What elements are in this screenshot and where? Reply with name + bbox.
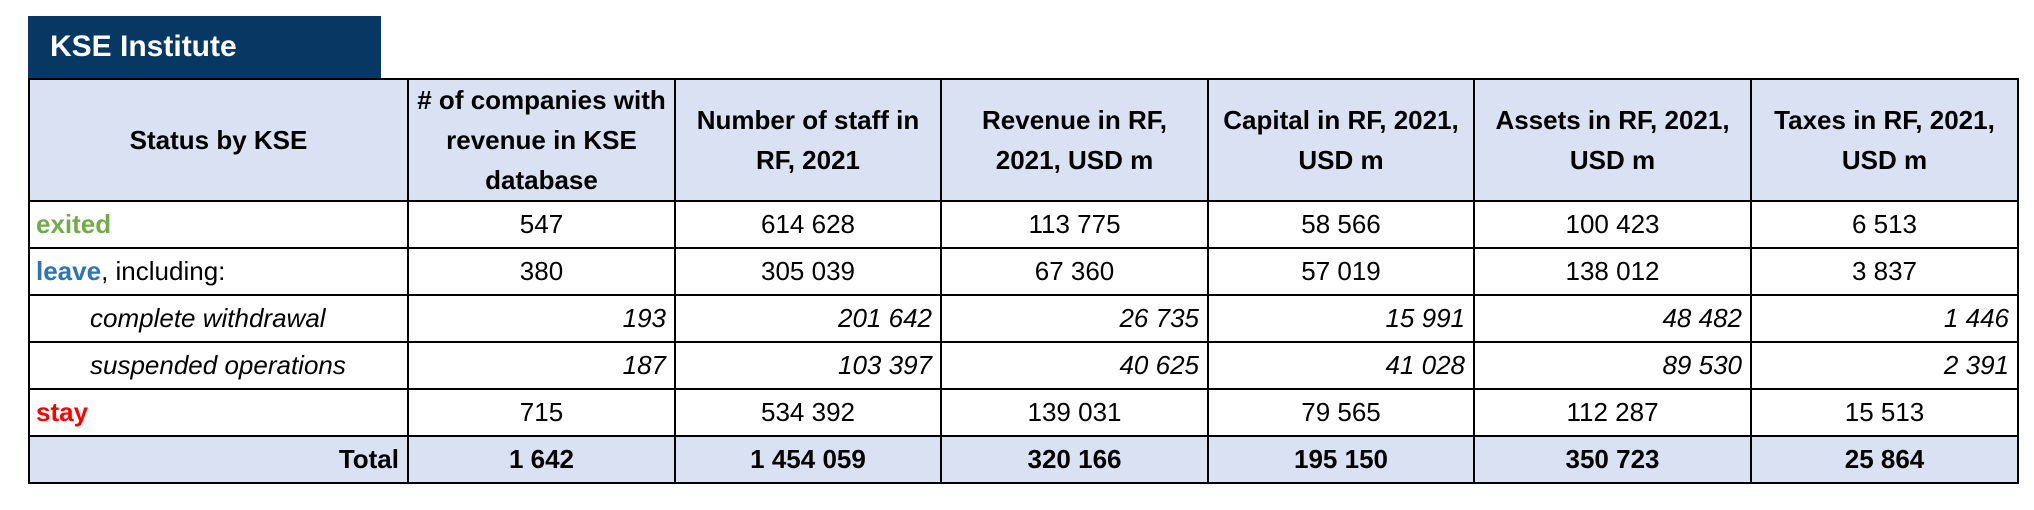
- value-cell: 534 392: [674, 388, 942, 437]
- column-header: Number of staff in RF, 2021: [674, 78, 942, 202]
- column-header: Capital in RF, 2021, USD m: [1207, 78, 1475, 202]
- value-cell: 15 513: [1750, 388, 2019, 437]
- value-cell: 79 565: [1207, 388, 1475, 437]
- value-cell: 112 287: [1473, 388, 1752, 437]
- value-cell: 40 625: [940, 341, 1209, 390]
- value-cell: 48 482: [1473, 294, 1752, 343]
- value-cell: 201 642: [674, 294, 942, 343]
- value-cell: 320 166: [940, 435, 1209, 484]
- header-row: Status by KSE # of companies with revenue…: [28, 78, 2019, 202]
- status-cell: suspended operations: [28, 341, 409, 390]
- value-cell: 1 446: [1750, 294, 2019, 343]
- value-cell: 350 723: [1473, 435, 1752, 484]
- data-table: Status by KSE # of companies with revenue…: [28, 78, 2019, 484]
- value-cell: 3 837: [1750, 247, 2019, 296]
- value-cell: 187: [407, 341, 676, 390]
- value-cell: 1 642: [407, 435, 676, 484]
- value-cell: 2 391: [1750, 341, 2019, 390]
- value-cell: 305 039: [674, 247, 942, 296]
- value-cell: 6 513: [1750, 200, 2019, 249]
- status-cell: complete withdrawal: [28, 294, 409, 343]
- status-cell: stay: [28, 388, 409, 437]
- value-cell: 67 360: [940, 247, 1209, 296]
- table-row: Total 1 642 1 454 059 320 166 195 150 350 723…: [28, 435, 2019, 484]
- value-cell: 103 397: [674, 341, 942, 390]
- column-header: Status by KSE: [28, 78, 409, 202]
- status-label: leave: [36, 256, 102, 286]
- sub-status-label: complete withdrawal: [90, 303, 326, 333]
- table-row: exited 547 614 628 113 775 58 566 100 423 6 51…: [28, 200, 2019, 249]
- value-cell: 547: [407, 200, 676, 249]
- value-cell: 715: [407, 388, 676, 437]
- sub-status-label: suspended operations: [90, 350, 346, 380]
- status-note: , including:: [101, 256, 226, 286]
- value-cell: 15 991: [1207, 294, 1475, 343]
- status-cell: exited: [28, 200, 409, 249]
- value-cell: 193: [407, 294, 676, 343]
- table-row: complete withdrawal 193 201 642 26 735 15 99…: [28, 294, 2019, 343]
- value-cell: 113 775: [940, 200, 1209, 249]
- table-row: suspended operations 187 103 397 40 625 41 0…: [28, 341, 2019, 390]
- status-cell: leave, including:: [28, 247, 409, 296]
- column-header: Revenue in RF, 2021, USD m: [940, 78, 1209, 202]
- value-cell: 100 423: [1473, 200, 1752, 249]
- value-cell: 139 031: [940, 388, 1209, 437]
- value-cell: 26 735: [940, 294, 1209, 343]
- value-cell: 195 150: [1207, 435, 1475, 484]
- value-cell: 25 864: [1750, 435, 2019, 484]
- value-cell: 614 628: [674, 200, 942, 249]
- status-label: stay: [36, 397, 89, 427]
- table-row: stay 715 534 392 139 031 79 565 112 287 15 513: [28, 388, 2019, 437]
- value-cell: 138 012: [1473, 247, 1752, 296]
- value-cell: 41 028: [1207, 341, 1475, 390]
- status-label: exited: [36, 209, 112, 239]
- value-cell: 380: [407, 247, 676, 296]
- column-header: # of companies with revenue in KSE datab…: [407, 78, 676, 202]
- value-cell: 89 530: [1473, 341, 1752, 390]
- column-header: Assets in RF, 2021, USD m: [1473, 78, 1752, 202]
- value-cell: 57 019: [1207, 247, 1475, 296]
- table-row: leave, including: 380 305 039 67 360 57 019 1…: [28, 247, 2019, 296]
- value-cell: 1 454 059: [674, 435, 942, 484]
- total-label: Total: [338, 444, 399, 474]
- column-header: Taxes in RF, 2021, USD m: [1750, 78, 2019, 202]
- status-cell: Total: [28, 435, 409, 484]
- value-cell: 58 566: [1207, 200, 1475, 249]
- brand-title: KSE Institute: [28, 16, 381, 78]
